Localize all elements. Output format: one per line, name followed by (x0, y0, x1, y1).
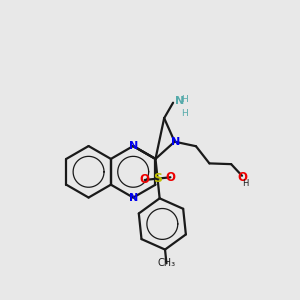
Text: O: O (237, 171, 247, 184)
Text: N: N (171, 137, 180, 147)
Text: H: H (181, 95, 188, 104)
Text: H: H (181, 109, 188, 118)
Text: O: O (165, 171, 176, 184)
Text: S: S (153, 172, 162, 185)
Text: H: H (242, 179, 248, 188)
Text: N: N (129, 193, 138, 202)
Text: O: O (140, 173, 150, 187)
Text: CH₃: CH₃ (158, 258, 175, 268)
Text: N: N (175, 96, 184, 106)
Text: N: N (129, 141, 138, 151)
